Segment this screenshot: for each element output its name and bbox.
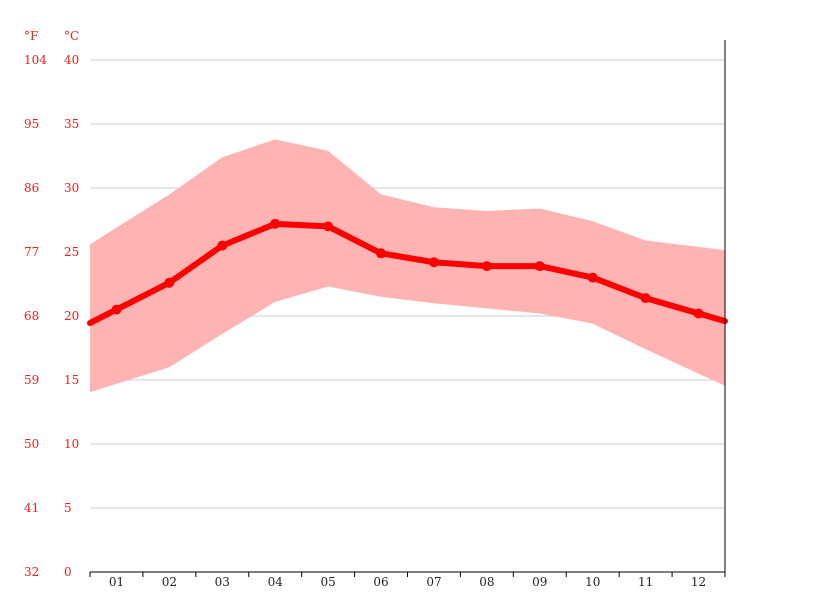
- y-tick-fahrenheit-104: 104: [24, 53, 47, 67]
- y-tick-fahrenheit-41: 41: [24, 501, 39, 515]
- x-axis-ticks: 01 02 03 04 05 06 07 08 09 10 11 12: [89, 572, 726, 589]
- y-tick-celsius-5: 5: [64, 501, 72, 515]
- x-tick-label-08: 08: [479, 575, 494, 589]
- x-tick-label-04: 04: [268, 575, 284, 589]
- y-tick-fahrenheit-68: 68: [24, 309, 39, 323]
- x-tick-label-06: 06: [373, 575, 388, 589]
- y-tick-celsius-0: 0: [64, 565, 72, 579]
- y-tick-celsius-10: 10: [64, 437, 79, 451]
- y-tick-fahrenheit-50: 50: [24, 437, 39, 451]
- mean-point-10: [587, 272, 598, 283]
- unit-fahrenheit: °F: [24, 29, 38, 43]
- mean-temperature-points: [111, 218, 704, 319]
- x-tick-label-11: 11: [638, 575, 653, 589]
- mean-point-11: [640, 293, 651, 304]
- y-tick-celsius-20: 20: [64, 309, 79, 323]
- x-tick-label-07: 07: [426, 575, 441, 589]
- y-tick-fahrenheit-77: 77: [24, 245, 39, 259]
- y-tick-fahrenheit-32: 32: [24, 565, 39, 579]
- y-tick-fahrenheit-86: 86: [24, 181, 39, 195]
- x-tick-label-05: 05: [320, 575, 335, 589]
- y-tick-celsius-30: 30: [64, 181, 79, 195]
- y-tick-celsius-15: 15: [64, 373, 79, 387]
- mean-point-01: [111, 304, 122, 315]
- y-tick-celsius-40: 40: [64, 53, 79, 67]
- mean-temperature-line: [87, 220, 728, 327]
- mean-point-03: [217, 240, 228, 251]
- x-tick-label-01: 01: [109, 575, 124, 589]
- temperature-range-band: [90, 139, 725, 393]
- mean-point-05: [323, 221, 334, 232]
- mean-point-09: [534, 261, 545, 272]
- y-tick-celsius-25: 25: [64, 245, 79, 259]
- x-tick-label-10: 10: [585, 575, 600, 589]
- y-axis-labels: 0 32 5 41 10 50 15 59 20 68 25 77 30 86 35 95 40 104: [24, 53, 79, 579]
- mean-point-02: [164, 277, 175, 288]
- x-tick-label-02: 02: [162, 575, 177, 589]
- y-tick-fahrenheit-59: 59: [24, 373, 39, 387]
- mean-point-12: [693, 308, 704, 319]
- x-tick-label-03: 03: [215, 575, 230, 589]
- y-tick-fahrenheit-95: 95: [24, 117, 39, 131]
- y-tick-celsius-35: 35: [64, 117, 79, 131]
- mean-point-07: [428, 257, 439, 268]
- mean-point-04: [270, 218, 281, 229]
- unit-celsius: °C: [64, 29, 79, 43]
- x-tick-label-09: 09: [532, 575, 547, 589]
- x-tick-label-12: 12: [691, 575, 706, 589]
- mean-point-06: [376, 248, 387, 259]
- mean-point-08: [481, 261, 492, 272]
